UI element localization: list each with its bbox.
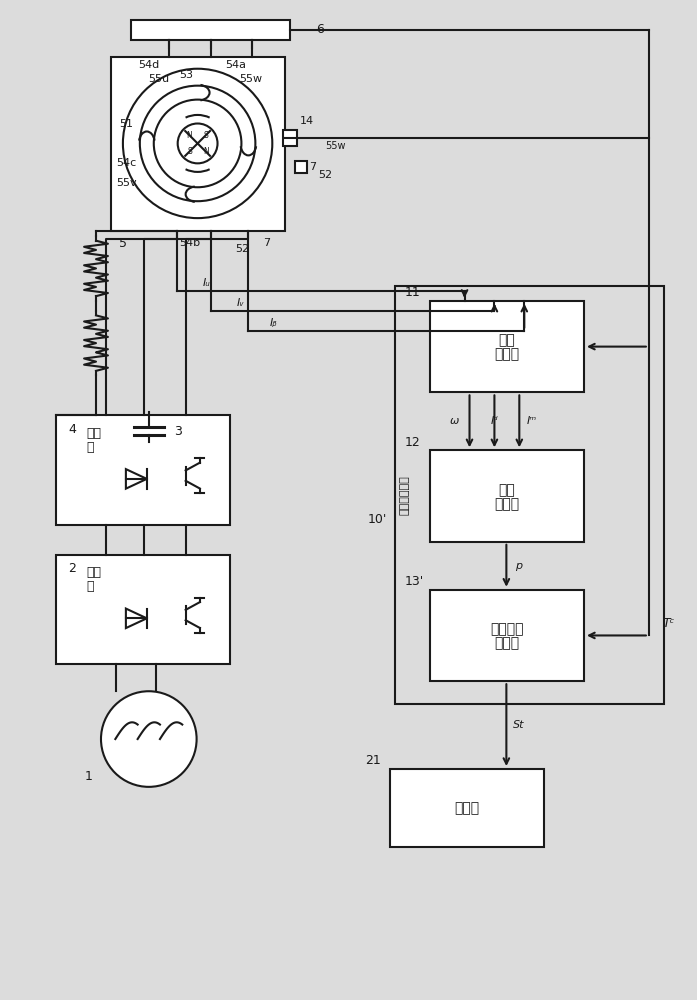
Text: 逆变: 逆变 [86, 427, 101, 440]
Text: 51: 51 [119, 119, 133, 129]
Bar [283, 130, 297, 146]
Text: 21: 21 [365, 754, 381, 767]
Text: 3: 3 [174, 425, 182, 438]
Text: 磁通: 磁通 [498, 483, 515, 497]
Text: 54a: 54a [226, 60, 247, 70]
Text: 电流: 电流 [498, 334, 515, 348]
Text: Iᵦ: Iᵦ [270, 318, 277, 328]
Text: 推定部: 推定部 [494, 497, 519, 511]
Text: 12: 12 [405, 436, 420, 449]
Text: 54d: 54d [139, 60, 160, 70]
Bar [131, 20, 290, 40]
Bar [395, 286, 664, 704]
Text: S: S [204, 131, 208, 140]
Text: N: N [187, 131, 192, 140]
Text: 7: 7 [263, 238, 270, 248]
Text: Iᵥ: Iᵥ [236, 298, 245, 308]
Text: 7: 7 [309, 162, 316, 172]
Circle shape [101, 691, 197, 787]
Circle shape [178, 124, 217, 163]
Text: 温度检测装置: 温度检测装置 [400, 475, 410, 515]
Text: 11: 11 [405, 286, 420, 299]
Text: p: p [515, 561, 522, 571]
Text: 54b: 54b [179, 238, 201, 248]
Text: 检测部: 检测部 [494, 348, 519, 362]
Text: 55w: 55w [240, 74, 263, 84]
Text: Iᵐ: Iᵐ [526, 416, 536, 426]
Text: 2: 2 [68, 562, 76, 575]
Text: 1: 1 [85, 770, 93, 783]
Bar [296, 161, 307, 173]
Text: 52: 52 [236, 244, 250, 254]
Text: 52: 52 [318, 170, 332, 180]
Text: 55w: 55w [325, 141, 346, 151]
Text: N: N [203, 147, 208, 156]
Text: S: S [187, 147, 192, 156]
Text: 推定部: 推定部 [494, 636, 519, 650]
Text: Iᵈ: Iᵈ [491, 416, 498, 426]
Bar [390, 769, 544, 847]
Text: 器: 器 [86, 441, 93, 454]
Text: 14: 14 [300, 116, 314, 126]
Text: 13': 13' [405, 575, 424, 588]
Text: 54c: 54c [116, 158, 136, 168]
Text: Iᵤ: Iᵤ [203, 278, 210, 288]
Text: 转子温度: 转子温度 [490, 622, 523, 636]
Text: 4: 4 [68, 423, 76, 436]
Bar [429, 590, 584, 681]
Text: 55v: 55v [116, 178, 137, 188]
Text: 5: 5 [119, 237, 127, 250]
Text: 显示器: 显示器 [454, 801, 480, 815]
Text: 器: 器 [86, 580, 93, 593]
Bar [56, 415, 231, 525]
Text: 变换: 变换 [86, 566, 101, 579]
Text: 53: 53 [180, 70, 194, 80]
Text: Tᶜ: Tᶜ [663, 617, 675, 630]
Bar [111, 57, 285, 231]
Text: 6: 6 [316, 23, 324, 36]
Bar [56, 555, 231, 664]
Text: ω: ω [450, 416, 459, 426]
Text: 10': 10' [367, 513, 387, 526]
Bar [429, 450, 584, 542]
Bar [429, 301, 584, 392]
Text: 55u: 55u [148, 74, 169, 84]
Text: St: St [512, 720, 524, 730]
